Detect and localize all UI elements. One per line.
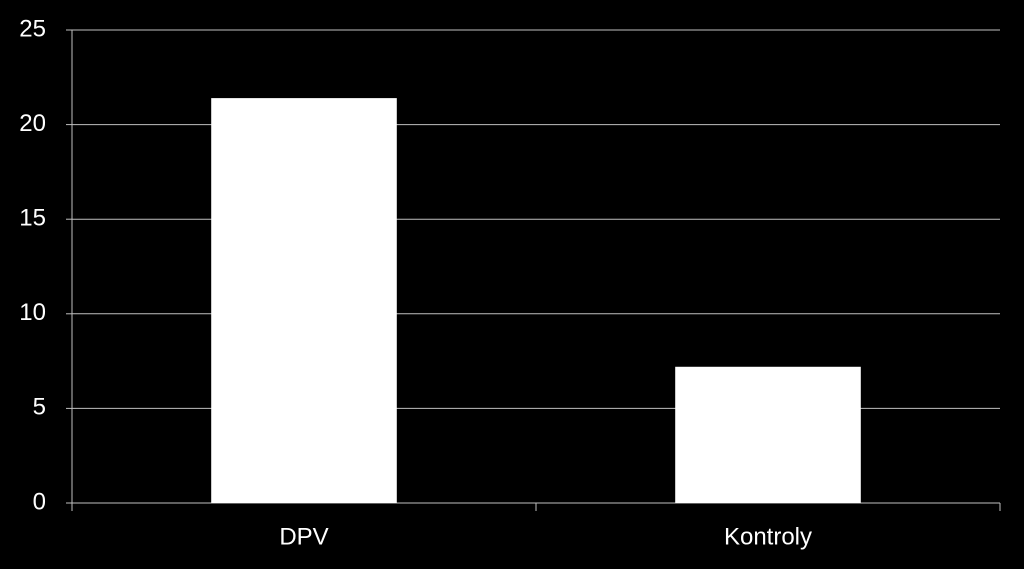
y-tick-label: 20	[19, 110, 46, 137]
bar	[675, 366, 861, 503]
y-tick-label: 15	[19, 205, 46, 232]
y-tick-label: 5	[33, 394, 46, 421]
x-tick-label: Kontroly	[724, 523, 812, 550]
y-tick-label: 10	[19, 299, 46, 326]
y-tick-label: 0	[33, 488, 46, 515]
x-tick-label: DPV	[279, 523, 328, 550]
y-tick-label: 25	[19, 15, 46, 42]
bar	[211, 98, 397, 503]
